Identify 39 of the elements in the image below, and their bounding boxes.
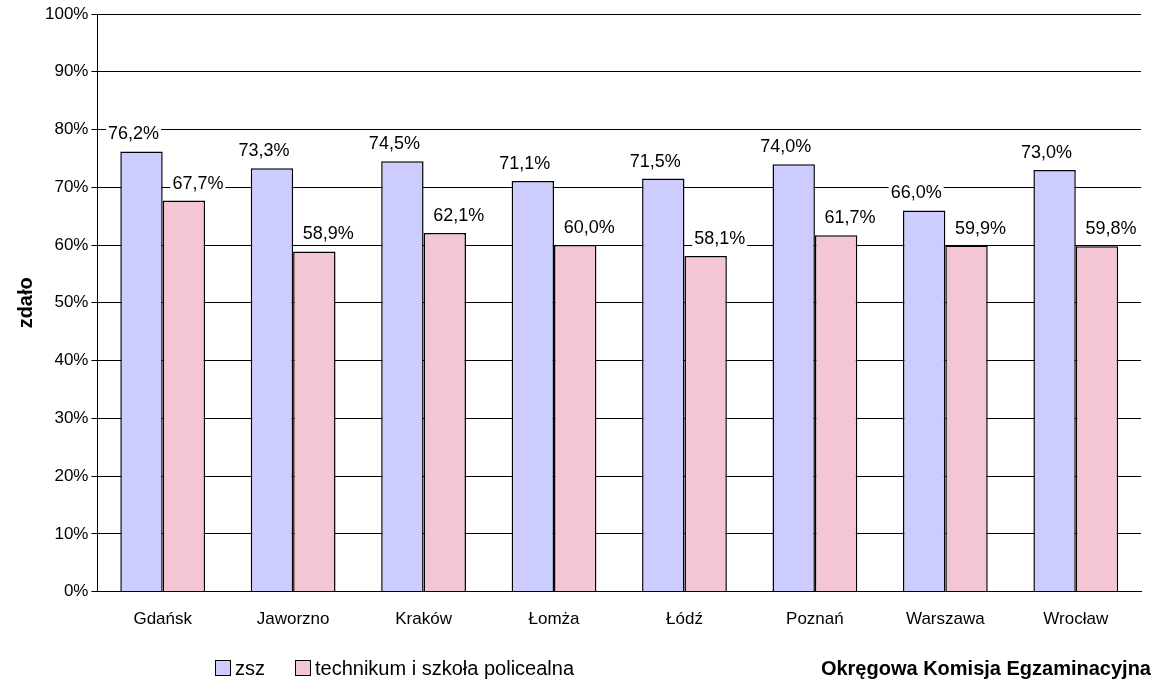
x-tick-label: Gdańsk: [133, 609, 193, 629]
x-axis-title: Okręgowa Komisja Egzaminacyjna: [820, 656, 1151, 680]
data-label: 62,1%: [433, 204, 485, 225]
data-label: 73,0%: [1021, 141, 1073, 162]
y-tick-label: 90%: [54, 61, 89, 81]
data-label: 59,9%: [955, 217, 1007, 238]
data-label: 74,5%: [368, 133, 420, 154]
data-label: 60,0%: [563, 217, 615, 238]
data-label: 61,7%: [824, 207, 876, 228]
data-label: 71,5%: [629, 150, 681, 171]
y-tick-label: 10%: [54, 523, 89, 543]
data-label: 73,3%: [238, 140, 290, 161]
data-label: 76,2%: [107, 123, 160, 144]
y-tick-label: 0%: [63, 581, 89, 601]
y-tick-label: 30%: [54, 408, 89, 428]
data-label: 67,7%: [172, 172, 224, 193]
y-tick-label: 40%: [54, 350, 89, 370]
x-tick-label: Łomża: [528, 609, 581, 629]
x-tick-label: Warszawa: [905, 609, 986, 629]
y-tick-label: 80%: [54, 119, 89, 139]
y-tick-label: 60%: [54, 234, 89, 254]
y-tick-label: 100%: [45, 3, 89, 23]
data-label: 74,0%: [760, 136, 812, 157]
legend-label: zsz: [235, 656, 265, 680]
y-tick-label: 50%: [54, 292, 89, 312]
data-label: 66,0%: [890, 182, 942, 203]
y-tick-label: 70%: [54, 176, 89, 196]
x-tick-label: Kraków: [395, 609, 453, 629]
data-label: 58,9%: [302, 223, 354, 244]
x-tick-label: Jaworzno: [256, 609, 330, 629]
x-tick-label: Poznań: [786, 609, 844, 629]
y-axis-title: zdało: [13, 277, 36, 329]
x-tick-label: Łódź: [666, 609, 703, 629]
data-label: 59,8%: [1085, 218, 1137, 239]
y-tick-label: 20%: [54, 465, 89, 485]
x-tick-label: Wrocław: [1043, 609, 1109, 629]
legend-label: technikum i szkoła policealna: [315, 656, 575, 680]
data-label: 71,1%: [499, 152, 551, 173]
data-label: 58,1%: [694, 227, 746, 248]
